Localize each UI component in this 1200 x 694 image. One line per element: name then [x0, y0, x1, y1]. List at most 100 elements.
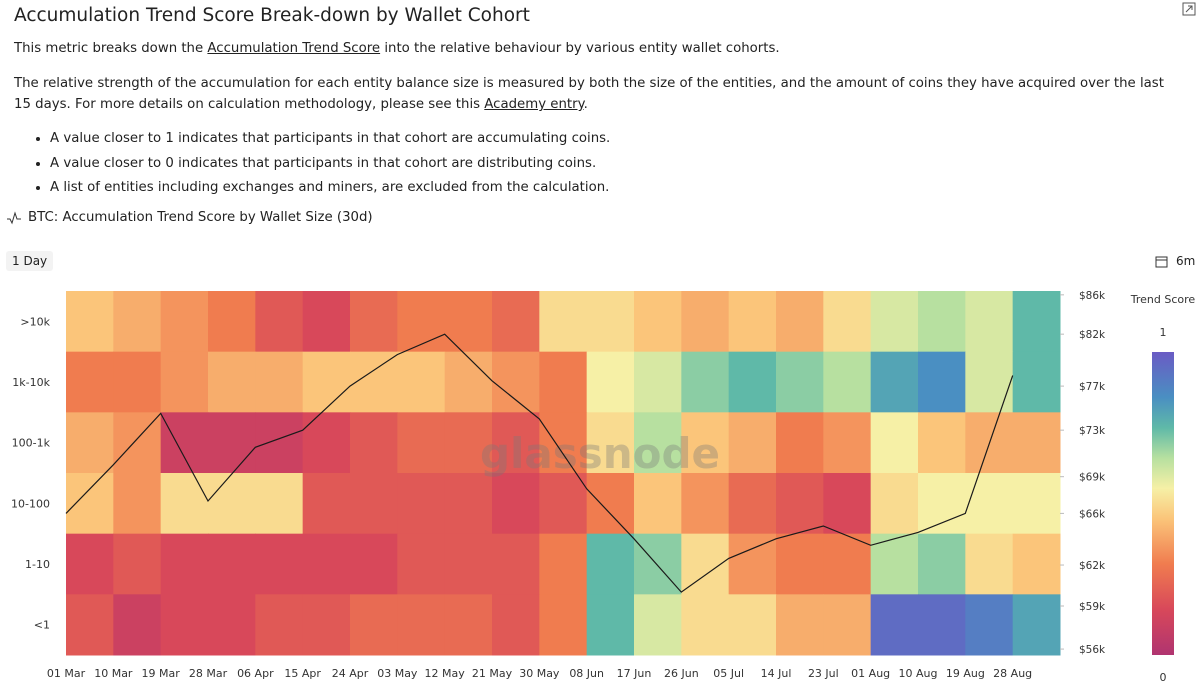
heatmap-cell — [66, 594, 114, 656]
colorbar-title: Trend Score — [1130, 293, 1196, 306]
heatmap-cell — [728, 351, 777, 413]
x-tick-label: 08 Jun — [569, 667, 604, 680]
x-tick-label: 23 Jul — [808, 667, 839, 680]
heatmap-cell — [160, 291, 209, 353]
heatmap-cell — [302, 473, 351, 535]
y2-tick-label: $66k — [1079, 508, 1106, 520]
x-tick-label: 10 Aug — [899, 667, 938, 680]
heatmap-cell — [586, 533, 635, 595]
x-tick-label: 12 May — [425, 667, 466, 680]
heatmap-cell — [160, 473, 209, 535]
y-tick-label: 1k-10k — [12, 376, 50, 389]
heatmap-cell — [208, 291, 256, 353]
heatmap-cell — [918, 291, 966, 353]
heatmap-cell — [255, 594, 304, 656]
heatmap-cell — [255, 351, 304, 413]
heatmap-cell — [208, 594, 256, 656]
heatmap-cell — [728, 291, 777, 353]
heatmap-cell — [66, 291, 114, 353]
x-tick-label: 30 May — [519, 667, 560, 680]
heatmap-cell — [965, 291, 1014, 353]
heatmap-cell — [681, 473, 730, 535]
heatmap-cell — [492, 412, 540, 474]
heatmap-cell — [681, 594, 730, 656]
text: into the relative behaviour by various e… — [380, 41, 780, 56]
heatmap-cell — [255, 533, 304, 595]
heatmap-cell — [776, 473, 824, 535]
colorbar-max: 1 — [1160, 326, 1167, 339]
heatmap-cell — [397, 291, 446, 353]
heatmap-cell — [350, 291, 398, 353]
link[interactable]: Academy entry — [484, 97, 584, 112]
x-tick-label: 19 Mar — [142, 667, 181, 680]
heatmap-cell — [397, 594, 446, 656]
calendar-icon[interactable] — [1155, 255, 1168, 268]
heatmap-cell — [1012, 594, 1061, 656]
heatmap-cell — [823, 533, 872, 595]
y2-tick-label: $73k — [1079, 425, 1106, 437]
heatmap-cell — [728, 533, 777, 595]
heatmap-cell — [208, 533, 256, 595]
heatmap-cell — [965, 473, 1014, 535]
range-button[interactable]: 6m — [1176, 254, 1196, 268]
heatmap-cell — [586, 351, 635, 413]
detail: The relative strength of the accumulatio… — [14, 73, 1184, 115]
heatmap-cell — [776, 594, 824, 656]
heatmap-cell — [539, 473, 588, 535]
heatmap-cell — [66, 473, 114, 535]
heatmap-cell — [539, 351, 588, 413]
heatmap-cell — [444, 533, 493, 595]
heatmap-cell — [208, 351, 256, 413]
heatmap-cell — [160, 412, 209, 474]
resolution-button[interactable]: 1 Day — [6, 251, 54, 271]
heatmap-cell — [492, 594, 540, 656]
link[interactable]: Accumulation Trend Score — [207, 41, 381, 56]
heatmap-cell — [444, 412, 493, 474]
heatmap-cell — [160, 533, 209, 595]
heatmap-cell — [255, 473, 304, 535]
heatmap-cell — [870, 533, 919, 595]
heatmap-cell — [113, 412, 162, 474]
heatmap-cell — [302, 412, 351, 474]
heatmap-cell — [350, 473, 398, 535]
x-tick-label: 21 May — [472, 667, 513, 680]
heatmap-cell — [1012, 291, 1061, 353]
x-tick-label: 28 Aug — [993, 667, 1032, 680]
heatmap-cell — [492, 291, 540, 353]
x-tick-label: 15 Apr — [284, 667, 321, 680]
heatmap-cell — [397, 351, 446, 413]
y2-tick-label: $62k — [1079, 560, 1106, 572]
heatmap-cell — [66, 351, 114, 413]
heatmap-cell — [823, 473, 872, 535]
heatmap-cell — [208, 412, 256, 474]
x-tick-label: 26 Jun — [664, 667, 699, 680]
heatmap-cell — [492, 533, 540, 595]
expand-icon[interactable] — [1182, 2, 1196, 16]
heatmap-cell — [444, 594, 493, 656]
heatmap-cell — [350, 412, 398, 474]
intro: This metric breaks down the Accumulation… — [14, 38, 780, 59]
x-tick-label: 14 Jul — [761, 667, 792, 680]
y2-tick-label: $69k — [1079, 472, 1106, 484]
heatmap-cell — [302, 351, 351, 413]
y2-tick-label: $86k — [1079, 290, 1106, 302]
price-line — [65, 333, 1014, 593]
heatmap-cell — [539, 594, 588, 656]
heatmap-cell — [634, 291, 682, 353]
heatmap-cell — [539, 412, 588, 474]
y2-tick-label: $56k — [1079, 644, 1106, 656]
heatmap-cell — [66, 412, 114, 474]
x-tick-label: 10 Mar — [94, 667, 133, 680]
text: This metric breaks down the — [14, 41, 208, 56]
heatmap-cell — [113, 594, 162, 656]
heatmap-cell — [160, 594, 209, 656]
heatmap-cell — [444, 351, 493, 413]
heatmap-cell — [444, 473, 493, 535]
x-tick-label: 28 Mar — [189, 667, 228, 680]
heatmap-cell — [918, 473, 966, 535]
heatmap-cell — [965, 533, 1014, 595]
heatmap-cell — [1012, 412, 1061, 474]
y-tick-label: 1-10 — [25, 558, 50, 571]
heatmap-cell — [66, 533, 114, 595]
